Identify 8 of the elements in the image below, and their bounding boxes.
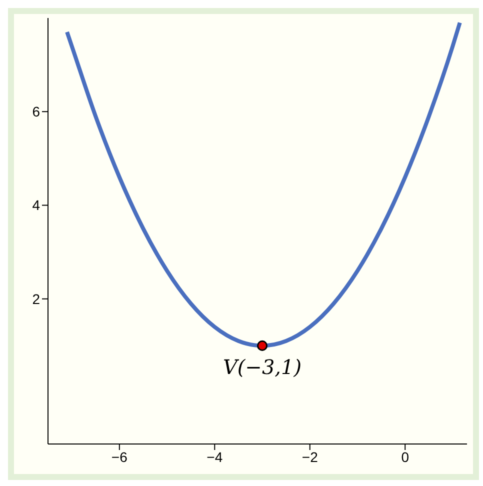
y-tick-label: 4 [32, 197, 40, 214]
x-tick-label: −2 [302, 448, 318, 465]
x-tick-label: −6 [111, 448, 128, 465]
annotation: V(−3,1) [222, 354, 302, 379]
x-tick-label: −4 [206, 448, 223, 465]
y-tick-label: 2 [32, 290, 40, 307]
y-tick-label: 6 [32, 104, 40, 120]
x-tick-label: 0 [401, 448, 410, 465]
